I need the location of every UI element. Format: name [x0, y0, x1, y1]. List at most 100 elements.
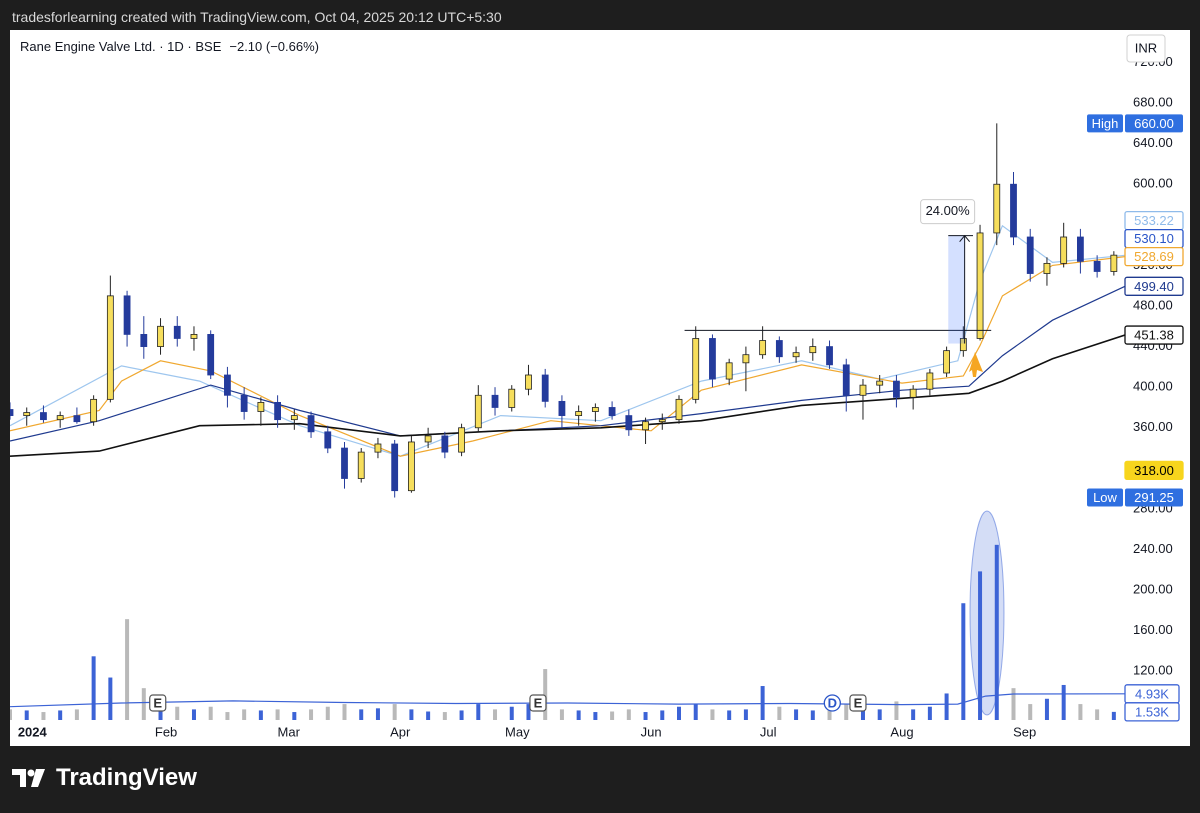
volume-bar — [677, 706, 681, 720]
price-tag-box — [1124, 276, 1184, 296]
volume-bar — [392, 704, 397, 720]
candle-body — [893, 380, 900, 398]
price-tag: 318.00 — [1134, 463, 1174, 478]
y-tick-label: 120.00 — [1133, 663, 1173, 678]
currency[interactable]: INR — [1135, 40, 1157, 55]
volume-bar — [1044, 698, 1049, 720]
candle-body — [709, 338, 716, 380]
volume-bar — [175, 706, 180, 720]
candle-body — [742, 354, 750, 364]
candle-body — [842, 364, 850, 396]
x-tick-label: May — [505, 724, 530, 739]
volume-bar — [643, 712, 648, 720]
arrow-marker — [969, 352, 983, 377]
extreme-name: Low — [1093, 490, 1117, 505]
volume-bar — [225, 712, 230, 720]
candle-body — [658, 419, 666, 423]
volume-bar — [1078, 704, 1083, 720]
extreme-value-box — [1125, 114, 1183, 133]
moving-average-line — [10, 334, 1125, 457]
candle-body — [1060, 236, 1068, 264]
volume-bar — [743, 709, 748, 720]
volume-bar — [610, 711, 615, 720]
candle-body — [240, 394, 248, 412]
candle-body — [290, 415, 298, 421]
candle-body — [40, 412, 47, 421]
volume-bar — [41, 712, 46, 720]
candle-body — [1110, 254, 1118, 272]
volume-bar — [426, 711, 431, 720]
volume-bar — [108, 677, 113, 720]
candle-body — [1043, 262, 1051, 274]
candle-body — [826, 346, 833, 366]
price-tag: 528.69 — [1134, 249, 1174, 264]
symbol-title: Rane Engine Valve Ltd. · 1D · BSE — [20, 39, 222, 54]
currency-box[interactable] — [1126, 34, 1166, 63]
measure-range — [948, 235, 965, 344]
volume-bar — [1028, 704, 1033, 720]
volume-bar — [10, 709, 12, 720]
candle-body — [491, 394, 499, 408]
volume-bar — [242, 709, 247, 720]
x-tick-label: Apr — [390, 724, 411, 739]
candle-body — [224, 374, 231, 396]
candle-body — [876, 380, 884, 386]
event-marker — [823, 694, 841, 712]
candle-body — [56, 415, 64, 421]
volume-bar — [559, 709, 564, 720]
volume-bar — [258, 710, 263, 720]
price-tag-box — [1124, 246, 1184, 267]
candle-body — [1026, 236, 1034, 274]
candle-body — [976, 232, 984, 339]
candle-body — [809, 346, 817, 354]
y-tick-label: 160.00 — [1133, 622, 1173, 637]
candle-body — [173, 325, 181, 339]
candle-body — [692, 338, 700, 400]
volume-bar — [727, 710, 732, 720]
x-tick-label: Mar — [278, 724, 301, 739]
candle-body — [541, 374, 549, 402]
volume-bar — [978, 571, 983, 720]
volume-bar — [24, 710, 29, 720]
volume-bar — [309, 709, 314, 720]
candle-body — [558, 400, 566, 416]
price-pane — [10, 123, 1125, 498]
candle-body — [23, 412, 31, 416]
candle-body — [441, 435, 449, 453]
volume-bar — [292, 712, 297, 720]
measure-arrowhead — [959, 234, 971, 243]
volume-bar — [459, 710, 464, 720]
event-marker — [529, 694, 547, 712]
volume-ma-line — [10, 693, 1125, 708]
volume-pane — [10, 510, 1125, 720]
x-tick-label: Jul — [760, 724, 777, 739]
price-tag: 533.22 — [1134, 213, 1174, 228]
volume-tag: 1.53K — [1135, 704, 1169, 719]
volume-bar — [894, 701, 899, 720]
volume-highlight — [969, 510, 1005, 716]
extreme-value-box — [1125, 488, 1183, 507]
candle-body — [474, 394, 482, 429]
volume-bar — [626, 709, 631, 720]
volume-bar — [325, 706, 330, 720]
annotations: 24.00% — [684, 199, 992, 377]
extreme-name-box — [1087, 488, 1123, 507]
extreme-name: High — [1092, 116, 1119, 131]
logo-icon — [12, 769, 45, 787]
candle-body — [909, 388, 917, 398]
candle-body — [608, 407, 616, 416]
volume-bar — [509, 706, 514, 720]
volume-bar — [576, 710, 581, 720]
price-tag: 499.40 — [1134, 279, 1174, 294]
volume-bar — [442, 712, 447, 720]
volume-bar — [493, 709, 498, 720]
candle-body — [458, 427, 465, 453]
measure-label: 24.00% — [926, 203, 971, 218]
candle-body — [792, 352, 800, 358]
volume-bar — [208, 706, 213, 720]
volume-bar — [860, 706, 865, 720]
volume-bar — [543, 669, 548, 720]
candle-body — [1093, 260, 1101, 272]
candle-body — [10, 409, 14, 416]
x-tick-label: Sep — [1013, 724, 1036, 739]
